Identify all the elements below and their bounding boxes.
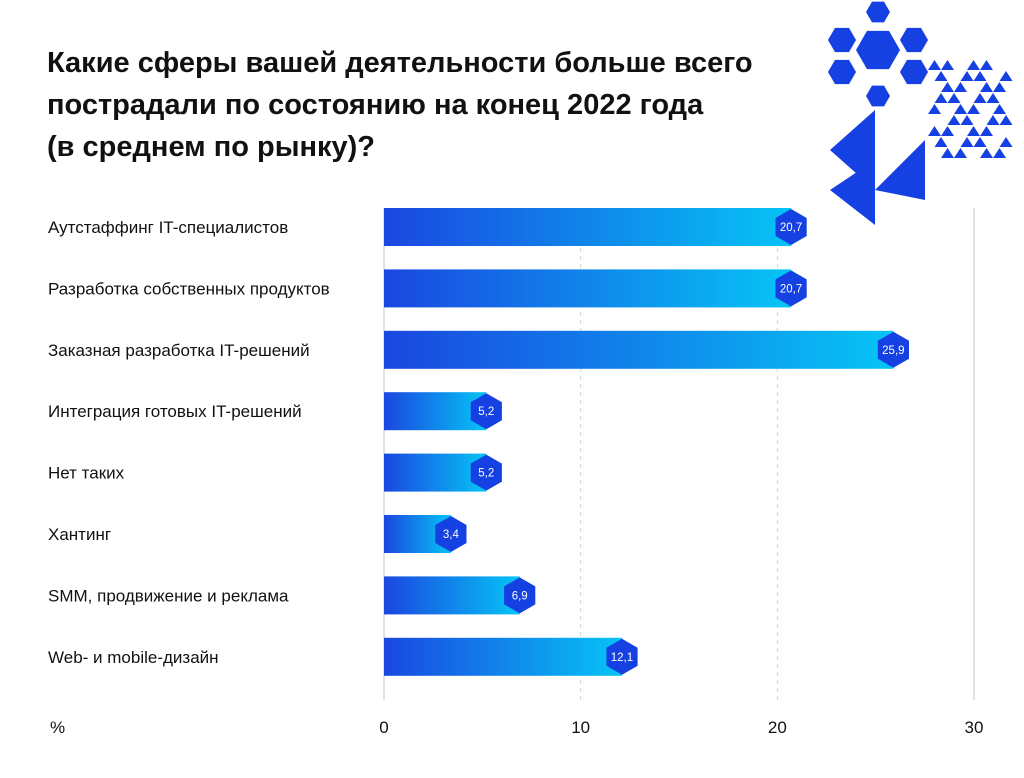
bar-8 <box>384 637 622 676</box>
deco-shape-31 <box>999 115 1013 125</box>
deco-shape-27 <box>993 104 1006 114</box>
data-label-6: 3,4 <box>443 529 460 541</box>
category-label-3: Заказная разработка IT-решений <box>48 341 310 360</box>
x-tick-label-30: 30 <box>965 718 984 737</box>
title-line-3: (в среднем по рынку)? <box>47 131 375 163</box>
deco-shape-32 <box>928 126 941 136</box>
deco-shape-3 <box>828 27 856 53</box>
category-labels: Аутстаффинг IT-специалистов Разработка со… <box>48 218 330 667</box>
deco-shape-40 <box>941 148 954 158</box>
decorative-pattern <box>828 1 1013 225</box>
deco-shape-46 <box>830 160 875 225</box>
deco-shape-1 <box>866 1 890 23</box>
category-label-6: Хантинг <box>48 525 111 544</box>
deco-shape-24 <box>928 104 941 114</box>
deco-shape-7 <box>866 85 890 107</box>
title-line-1: Какие сферы вашей деятельности больше вс… <box>47 47 753 79</box>
deco-shape-23 <box>986 93 1000 103</box>
deco-shape-26 <box>967 104 980 114</box>
x-tick-label-0: 0 <box>379 718 388 737</box>
deco-shape-42 <box>980 148 993 158</box>
deco-shape-9 <box>941 60 954 70</box>
chart-title: Какие сферы вашей деятельности больше вс… <box>47 42 807 168</box>
deco-shape-43 <box>993 148 1006 158</box>
category-label-4: Интеграция готовых IT-решений <box>48 402 302 421</box>
x-axis: 0 10 20 30% <box>50 718 983 737</box>
bar-3 <box>384 330 894 369</box>
value-badge-4 <box>470 393 502 430</box>
category-label-5: Нет таких <box>48 464 125 483</box>
x-tick-label-10: 10 <box>571 718 590 737</box>
data-label-7: 6,9 <box>512 590 528 602</box>
bars: 20,7 20,7 25,9 5,2 5,2 3,4 6,9 12,1 <box>384 208 909 676</box>
value-badge-5 <box>470 454 502 491</box>
category-label-7: SMM, продвижение и реклама <box>48 586 289 605</box>
deco-shape-22 <box>973 93 987 103</box>
deco-shape-19 <box>993 82 1006 92</box>
data-label-4: 5,2 <box>478 406 494 418</box>
value-badge-7 <box>504 577 536 614</box>
bar-7 <box>384 576 520 615</box>
category-label-2: Разработка собственных продуктов <box>48 279 330 298</box>
deco-shape-14 <box>973 71 987 81</box>
deco-shape-6 <box>900 59 928 85</box>
deco-shape-13 <box>960 71 974 81</box>
x-tick-label-20: 20 <box>768 718 787 737</box>
deco-shape-38 <box>973 137 987 147</box>
deco-shape-30 <box>986 115 1000 125</box>
bar-2 <box>384 269 792 308</box>
deco-shape-20 <box>934 93 948 103</box>
data-label-5: 5,2 <box>478 468 494 480</box>
deco-shape-21 <box>947 93 961 103</box>
title-line-2: пострадали по состоянию на конец 2022 го… <box>47 89 704 121</box>
deco-shape-2 <box>856 30 900 70</box>
deco-shape-29 <box>960 115 974 125</box>
value-badge-2 <box>775 270 807 307</box>
deco-shape-18 <box>980 82 993 92</box>
deco-shape-45 <box>875 140 925 200</box>
x-axis-unit-label: % <box>50 718 65 737</box>
data-label-2: 20,7 <box>780 283 802 295</box>
deco-shape-36 <box>934 137 948 147</box>
deco-shape-4 <box>900 27 928 53</box>
deco-shape-33 <box>941 126 954 136</box>
deco-shape-11 <box>980 60 993 70</box>
bar-4 <box>384 392 487 431</box>
bar-1 <box>384 208 792 246</box>
deco-shape-39 <box>999 137 1013 147</box>
deco-shape-12 <box>934 71 948 81</box>
bar-5 <box>384 453 487 492</box>
deco-shape-15 <box>999 71 1013 81</box>
deco-shape-34 <box>967 126 980 136</box>
value-badge-1 <box>775 209 807 245</box>
value-badge-8 <box>606 638 638 675</box>
deco-shape-41 <box>954 148 967 158</box>
data-label-1: 20,7 <box>780 222 802 234</box>
deco-shape-5 <box>828 59 856 85</box>
category-label-1: Аутстаффинг IT-специалистов <box>48 218 288 237</box>
value-badge-3 <box>877 331 909 368</box>
deco-shape-28 <box>947 115 961 125</box>
deco-shape-10 <box>967 60 980 70</box>
deco-shape-25 <box>954 104 967 114</box>
category-label-8: Web- и mobile-дизайн <box>48 648 219 667</box>
deco-shape-17 <box>954 82 967 92</box>
deco-shape-37 <box>960 137 974 147</box>
deco-shape-35 <box>980 126 993 136</box>
deco-shape-16 <box>941 82 954 92</box>
value-badge-6 <box>435 516 467 552</box>
data-label-8: 12,1 <box>611 652 633 664</box>
data-label-3: 25,9 <box>882 345 904 357</box>
deco-shape-8 <box>928 60 941 70</box>
